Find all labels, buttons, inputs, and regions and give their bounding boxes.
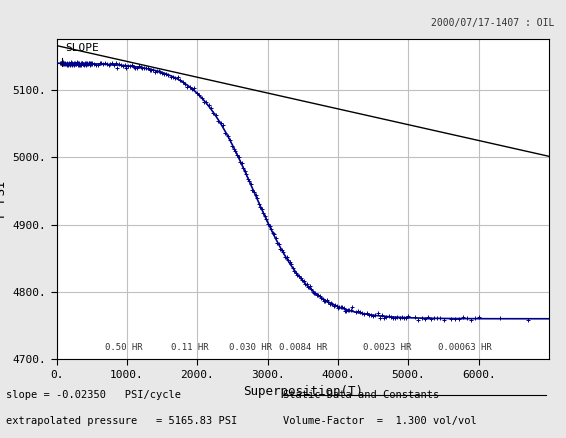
Y-axis label: P PSI: P PSI — [0, 180, 8, 218]
Text: 0.50 HR: 0.50 HR — [105, 343, 142, 353]
Text: slope = -0.02350   PSI/cycle: slope = -0.02350 PSI/cycle — [6, 390, 181, 400]
Text: extrapolated pressure   = 5165.83 PSI: extrapolated pressure = 5165.83 PSI — [6, 416, 237, 426]
Text: 0.00063 HR: 0.00063 HR — [438, 343, 491, 353]
Text: 0.0084 HR: 0.0084 HR — [278, 343, 327, 353]
X-axis label: Superposition(T): Superposition(T) — [243, 385, 363, 398]
Text: 0.030 HR: 0.030 HR — [229, 343, 272, 353]
Text: Static-Data and Constants: Static-Data and Constants — [283, 390, 439, 400]
Text: 0.0023 HR: 0.0023 HR — [363, 343, 411, 353]
Text: Volume-Factor  =  1.300 vol/vol: Volume-Factor = 1.300 vol/vol — [283, 416, 477, 426]
Text: 0.11 HR: 0.11 HR — [171, 343, 209, 353]
Text: 2000/07/17-1407 : OIL: 2000/07/17-1407 : OIL — [431, 18, 555, 28]
Text: SLOPE: SLOPE — [65, 43, 99, 53]
